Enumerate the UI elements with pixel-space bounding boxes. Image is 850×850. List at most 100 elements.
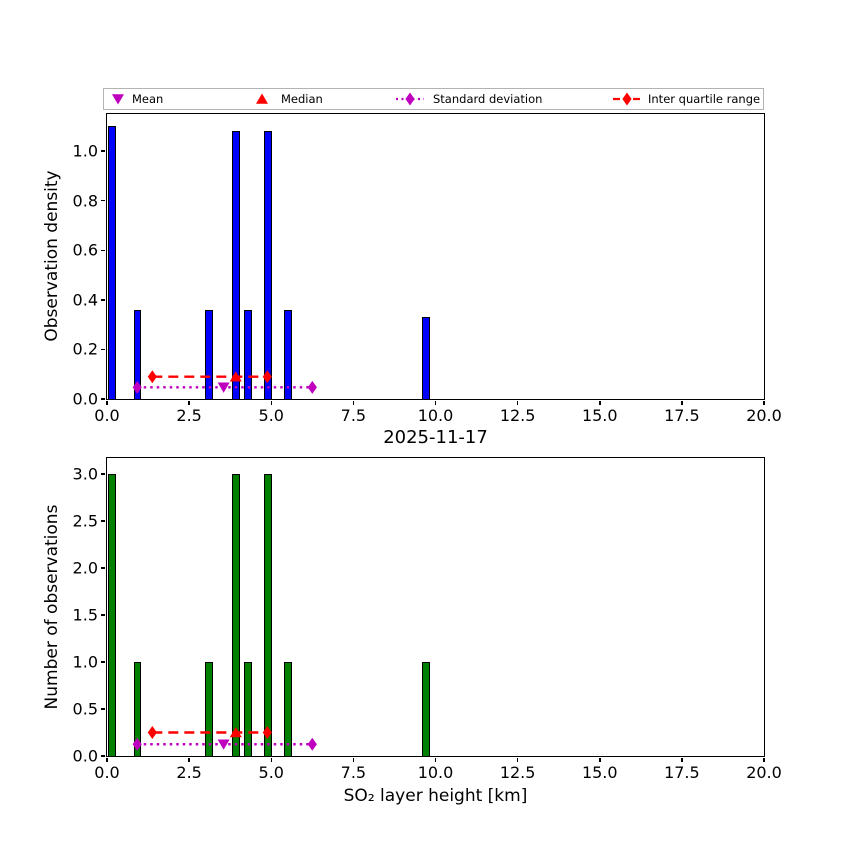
x-tick-label: 0.0 xyxy=(94,763,120,782)
y-tick xyxy=(100,199,106,202)
stats-overlay xyxy=(132,725,317,751)
ylabel-observation-density: Observation density xyxy=(42,170,62,342)
mean-marker xyxy=(217,382,230,393)
x-tick xyxy=(434,400,437,406)
q3-marker xyxy=(262,725,272,739)
y-tick xyxy=(100,520,106,522)
xlabel-so2-layer-height: SO₂ layer height [km] xyxy=(343,786,528,806)
bar xyxy=(244,662,253,756)
q1-marker xyxy=(147,370,157,384)
bar xyxy=(422,662,430,756)
y-tick xyxy=(100,755,106,757)
mean-marker xyxy=(217,739,230,750)
y-tick xyxy=(100,614,106,616)
y-tick-label: 0.5 xyxy=(72,699,98,719)
bar xyxy=(107,473,116,756)
bar xyxy=(133,309,142,399)
std-dev-low-marker xyxy=(132,380,142,394)
bar xyxy=(231,473,240,756)
legend-triangle-down xyxy=(112,94,124,105)
q1-marker xyxy=(147,725,157,739)
std-dev-low-marker xyxy=(132,737,142,751)
y-tick xyxy=(100,708,106,710)
bar xyxy=(263,131,272,399)
bar xyxy=(422,317,430,399)
x-tick xyxy=(106,757,108,763)
diamond-icon xyxy=(396,92,424,106)
y-tick-label: 2.5 xyxy=(72,511,98,531)
y-tick-label: 1.0 xyxy=(72,652,98,672)
x-tick-label: 2.5 xyxy=(176,406,202,425)
x-tick xyxy=(763,400,765,406)
x-tick xyxy=(352,757,355,763)
bar xyxy=(263,473,272,756)
y-tick-label: 0.8 xyxy=(72,191,98,211)
x-tick xyxy=(270,400,272,406)
triangle-up-icon xyxy=(256,93,268,104)
y-tick xyxy=(100,661,106,663)
x-tick-label: 17.5 xyxy=(664,406,700,425)
bar xyxy=(133,662,142,756)
x-tick-label: 20.0 xyxy=(746,406,782,425)
legend-label: Inter quartile range xyxy=(648,92,761,106)
x-tick-label: 10.0 xyxy=(417,406,454,425)
y-tick-label: 0.6 xyxy=(72,240,98,260)
x-tick-label: 12.5 xyxy=(499,763,536,782)
median-marker xyxy=(229,726,242,738)
y-tick-label: 2.0 xyxy=(72,558,98,578)
x-tick xyxy=(599,400,601,406)
std-dev-high-marker xyxy=(307,737,317,751)
q3-marker xyxy=(262,370,272,384)
y-tick-label: 1.5 xyxy=(72,605,98,625)
x-tick-label: 10.0 xyxy=(417,763,454,782)
y-tick xyxy=(100,150,106,152)
legend-label: Mean xyxy=(132,92,164,106)
std-dev-high-marker xyxy=(307,380,317,394)
x-tick xyxy=(681,400,683,406)
y-tick xyxy=(100,473,106,475)
y-tick-label: 1.0 xyxy=(72,141,98,161)
diamond-icon xyxy=(613,92,641,106)
x-tick xyxy=(681,757,683,763)
x-tick-label: 7.5 xyxy=(340,406,367,425)
x-tick-label: 15.0 xyxy=(581,763,618,782)
x-tick-label: 7.5 xyxy=(340,763,367,782)
x-tick xyxy=(434,757,437,763)
y-tick-label: 0.2 xyxy=(72,339,98,359)
y-tick xyxy=(100,398,106,400)
bar xyxy=(204,662,213,756)
bar xyxy=(283,662,292,756)
y-tick-label: 0.0 xyxy=(72,746,98,766)
x-tick xyxy=(763,757,765,763)
y-tick xyxy=(100,567,106,569)
density-axes: 0.0 2.5 5.0 7.5 10.0 12.5 15.0 17.5 20.0 0.0 0.2 0.… xyxy=(73,113,782,425)
bar xyxy=(231,131,240,399)
x-tick xyxy=(599,757,601,763)
legend-label: Standard deviation xyxy=(433,92,543,106)
y-tick xyxy=(100,299,106,301)
x-tick-label: 17.5 xyxy=(664,763,700,782)
y-tick-label: 0.4 xyxy=(72,290,98,310)
x-tick-label: 5.0 xyxy=(258,763,284,782)
x-tick xyxy=(106,400,108,406)
x-tick xyxy=(516,757,519,763)
legend-triangle-up xyxy=(256,93,268,104)
y-tick xyxy=(100,249,106,252)
x-tick xyxy=(352,400,355,406)
stats-overlay xyxy=(132,370,317,394)
bar xyxy=(283,309,292,399)
x-tick-label: 0.0 xyxy=(94,406,120,425)
ylabel-number-of-observations: Number of observations xyxy=(42,504,62,710)
legend-label: Median xyxy=(281,92,323,106)
legend-diamond xyxy=(405,92,415,106)
y-tick-label: 3.0 xyxy=(72,464,98,484)
bar xyxy=(204,309,213,399)
x-tick xyxy=(270,757,272,763)
date-title: 2025-11-17 xyxy=(383,427,488,448)
legend-diamond xyxy=(622,92,632,106)
x-tick-label: 5.0 xyxy=(258,406,284,425)
legend: Mean Median Standard deviation Inter quarti… xyxy=(103,88,764,110)
x-tick-label: 20.0 xyxy=(746,763,782,782)
median-marker xyxy=(229,371,242,382)
